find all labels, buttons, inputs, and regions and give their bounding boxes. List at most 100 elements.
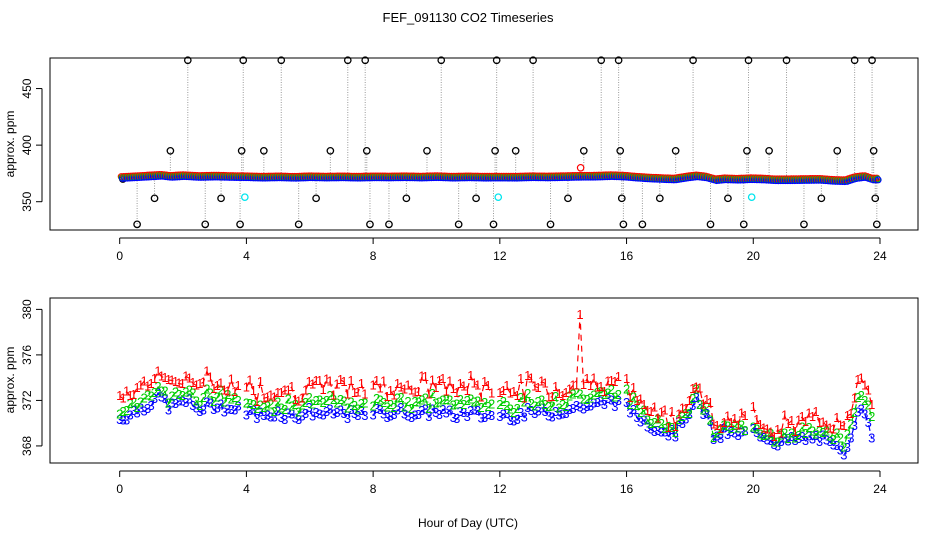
series-2-point-label: 2 [488, 396, 495, 411]
series-1-point-label: 1 [394, 376, 401, 391]
series-2-point-label: 2 [514, 401, 521, 416]
series-2-point-label: 2 [415, 394, 422, 409]
series-2-point-label: 2 [851, 405, 858, 420]
series-1-point-label: 1 [724, 409, 731, 424]
series-2-point-label: 2 [436, 395, 443, 410]
series-1-point-label: 1 [545, 389, 552, 404]
series-2-point-label: 2 [721, 418, 728, 433]
series-3-point-label: 3 [604, 391, 611, 406]
series-1-point-label: 1 [809, 409, 816, 424]
series-2-point-label: 2 [760, 428, 767, 443]
series-3-point-label: 3 [361, 408, 368, 423]
series-1-point-label: 1 [130, 387, 137, 402]
series-1-point-label: 1 [774, 422, 781, 437]
series-2-point-label: 2 [257, 398, 264, 413]
series-2-point-label: 2 [517, 390, 524, 405]
series-2-point-label: 2 [485, 399, 492, 414]
series-2-point-label: 2 [753, 421, 760, 436]
series-1-point-label: 1 [633, 393, 640, 408]
series-2-point-label: 2 [833, 426, 840, 441]
series-3-point-label: 3 [861, 406, 868, 421]
calibration-point [765, 146, 773, 155]
series-3-point-label: 3 [446, 403, 453, 418]
series-2-point-label: 2 [161, 383, 168, 398]
series-3-point-label: 3 [710, 432, 717, 447]
series-3-point-label: 3 [767, 433, 774, 448]
series-2-point-label: 2 [453, 397, 460, 412]
series-1-point-label: 1 [778, 425, 785, 440]
series-2-point-label: 2 [714, 425, 721, 440]
series-2-line [119, 386, 239, 416]
top-y-tick-label: 400 [20, 135, 34, 155]
series-2-point [854, 173, 862, 181]
series-2-point-label: 2 [640, 403, 647, 418]
series-1-point-label: 1 [312, 373, 319, 388]
calibration-point [744, 56, 753, 65]
series-2-point-label: 2 [182, 384, 189, 399]
series-3-point-label: 3 [840, 447, 847, 462]
series-1-point-label: 1 [826, 420, 833, 435]
series-1-point-label: 1 [302, 382, 309, 397]
series-2-point-label: 2 [228, 392, 235, 407]
series-2-point-label: 2 [471, 394, 478, 409]
series-3-point-label: 3 [488, 408, 495, 423]
series-3-point-label: 3 [340, 406, 347, 421]
series-3-point-label: 3 [471, 403, 478, 418]
series-3-point-label: 3 [644, 420, 651, 435]
series-1-point-label: 1 [481, 374, 488, 389]
series-3-point-label: 3 [675, 414, 682, 429]
series-1-point-label: 1 [703, 392, 710, 407]
series-3-point-label: 3 [830, 437, 837, 452]
series-2-point-label: 2 [594, 385, 601, 400]
calibration-point [294, 220, 303, 229]
series-3-line [119, 392, 239, 422]
series-3-point-label: 3 [292, 410, 299, 425]
series-2-point-label: 2 [351, 398, 358, 413]
series-3-point-label: 3 [844, 440, 851, 455]
series-2-point-label: 2 [116, 407, 123, 422]
series-2-point-label: 2 [630, 389, 637, 404]
series-2-point-label: 2 [425, 401, 432, 416]
series-1-point-label: 1 [700, 397, 707, 412]
series-2-point [873, 175, 882, 183]
series-1-point-label: 1 [333, 377, 340, 392]
series-1-point-label: 1 [172, 374, 179, 389]
series-1-point-label: 1 [611, 374, 618, 389]
bottom-x-tick-label: 20 [747, 482, 761, 496]
calibration-point [850, 56, 859, 65]
series-1-line [752, 377, 873, 438]
series-3-point-label: 3 [798, 429, 805, 444]
series-3-point-label: 3 [376, 402, 383, 417]
calibration-point [706, 220, 715, 229]
series-1-point-label: 1 [340, 374, 347, 389]
series-1-point-label: 1 [467, 368, 474, 383]
series-1-point-label: 1 [689, 381, 696, 396]
series-3-point-label: 3 [182, 395, 189, 410]
series-2-point-label: 2 [724, 418, 731, 433]
calibration-point [616, 146, 625, 155]
series-3-point-label: 3 [306, 400, 313, 415]
series-3-point-label: 3 [358, 403, 365, 418]
series-2-point-label: 2 [376, 392, 383, 407]
series-1-point-label: 1 [784, 416, 791, 431]
series-3-point-label: 3 [531, 406, 538, 421]
series-3-point-label: 3 [154, 386, 161, 401]
series-3-point-label: 3 [569, 401, 576, 416]
series-1-point-label: 1 [604, 373, 611, 388]
calibration-point [546, 220, 555, 229]
series-2-point-label: 2 [569, 387, 576, 402]
series-2-point-label: 2 [137, 394, 144, 409]
series-1-point-label: 1 [488, 385, 495, 400]
series-3-point-label: 3 [724, 427, 731, 442]
calibration-point [743, 146, 751, 155]
series-2-point-label: 2 [651, 415, 658, 430]
series-3-point-label: 3 [158, 389, 165, 404]
series-3-point-label: 3 [224, 401, 231, 416]
series-1-point-label: 1 [517, 371, 524, 386]
calibration-point [671, 146, 680, 155]
series-1-point-label: 1 [123, 384, 130, 399]
series-2-point-label: 2 [528, 396, 535, 411]
series-2-point-label: 2 [397, 390, 404, 405]
series-1-point-label: 1 [623, 371, 630, 386]
series-3-point-label: 3 [597, 393, 604, 408]
